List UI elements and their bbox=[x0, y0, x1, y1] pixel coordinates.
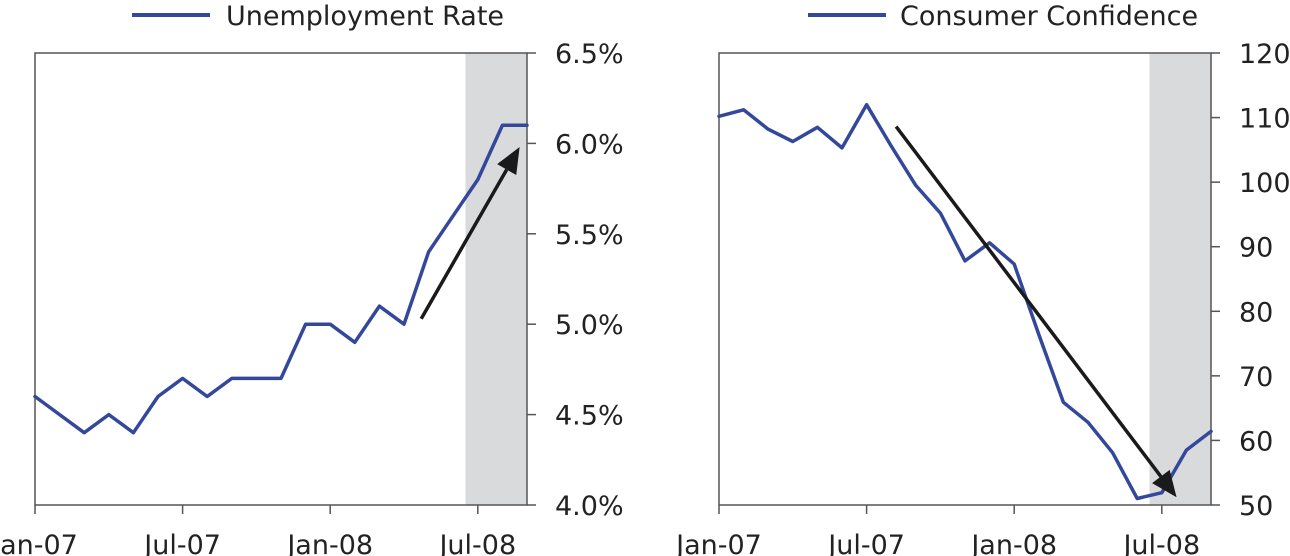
data-point bbox=[1185, 448, 1188, 452]
chart-2: 50 60 70 80 90 100 110 120 Jan-07 Jul-07 Jan-08 Jul… bbox=[674, 1, 1290, 556]
shaded-region bbox=[1149, 53, 1211, 505]
y-tick-label: 6.0% bbox=[555, 129, 624, 160]
y-tick-label: 50 bbox=[1239, 491, 1273, 522]
chart-1: 4.0% 4.5% 5.0% 5.5% 6.0% 6.5% Jan-07 Jul-07 Jan-… bbox=[0, 1, 624, 556]
trend-arrow-line bbox=[419, 168, 509, 320]
data-point bbox=[865, 103, 868, 106]
data-point bbox=[58, 413, 61, 416]
data-point bbox=[1160, 491, 1164, 494]
legend-label: Consumer Confidence bbox=[900, 1, 1198, 32]
data-point bbox=[476, 178, 479, 181]
data-point bbox=[1013, 262, 1016, 266]
data-point bbox=[890, 144, 893, 148]
data-point bbox=[279, 377, 283, 380]
plot-frame bbox=[34, 52, 528, 506]
data-point bbox=[206, 395, 209, 398]
data-point bbox=[816, 126, 819, 129]
data-point bbox=[304, 323, 307, 326]
data-point bbox=[427, 250, 430, 254]
legend-label: Unemployment Rate bbox=[226, 1, 504, 32]
data-point bbox=[132, 431, 135, 434]
y-tick-label: 110 bbox=[1239, 104, 1290, 135]
data-point bbox=[83, 431, 86, 434]
x-tick-label: Jan-08 bbox=[969, 530, 1057, 556]
data-point bbox=[1062, 401, 1065, 404]
data-point bbox=[963, 259, 967, 263]
data-point bbox=[156, 395, 160, 398]
data-point bbox=[1037, 333, 1041, 336]
data-point bbox=[1086, 421, 1090, 424]
plot-frame bbox=[718, 52, 1212, 506]
data-point bbox=[353, 341, 356, 344]
y-tick-label: 4.5% bbox=[555, 401, 624, 432]
y-tick-label: 100 bbox=[1239, 168, 1290, 199]
data-point bbox=[230, 377, 233, 380]
data-point bbox=[988, 241, 991, 245]
trend-arrow-head bbox=[1152, 469, 1177, 498]
data-point bbox=[107, 413, 111, 416]
data-point bbox=[1111, 451, 1114, 454]
data-point bbox=[33, 395, 37, 398]
x-tick-label: Jul-07 bbox=[142, 530, 221, 556]
x-tick-label: Jan-07 bbox=[674, 530, 762, 556]
data-point bbox=[501, 124, 504, 127]
x-tick-label: Jan-08 bbox=[285, 530, 373, 556]
data-point bbox=[914, 184, 917, 187]
series-line bbox=[717, 102, 1213, 501]
y-tick-label: 60 bbox=[1239, 426, 1273, 457]
x-tick-label: Jul-07 bbox=[826, 530, 905, 556]
data-point bbox=[452, 214, 455, 217]
data-point bbox=[181, 377, 184, 380]
data-point bbox=[1136, 497, 1139, 500]
data-point bbox=[1209, 430, 1213, 433]
series-line bbox=[33, 123, 529, 435]
y-tick-label: 5.5% bbox=[555, 220, 624, 251]
x-tick-label: Jan-07 bbox=[0, 530, 78, 556]
data-point bbox=[525, 124, 529, 127]
data-point bbox=[767, 127, 770, 131]
x-tick-label: Jul-08 bbox=[1121, 530, 1200, 556]
y-tick-label: 4.0% bbox=[555, 491, 624, 522]
y-tick-label: 70 bbox=[1239, 362, 1273, 393]
y-tick-label: 90 bbox=[1239, 233, 1273, 264]
trend-arrow-line bbox=[894, 125, 1163, 478]
data-point bbox=[717, 115, 721, 118]
data-point bbox=[742, 108, 745, 112]
data-point bbox=[840, 146, 844, 150]
y-tick-label: 5.0% bbox=[555, 310, 624, 341]
shaded-region bbox=[465, 53, 527, 505]
data-point bbox=[791, 140, 794, 143]
data-point bbox=[939, 211, 942, 215]
y-tick-label: 6.5% bbox=[555, 39, 624, 70]
trend-arrow-head bbox=[497, 147, 520, 176]
x-tick-label: Jul-08 bbox=[437, 530, 516, 556]
y-tick-label: 120 bbox=[1239, 39, 1290, 70]
data-point bbox=[329, 323, 332, 326]
data-point bbox=[255, 377, 258, 380]
y-tick-label: 80 bbox=[1239, 297, 1273, 328]
data-point bbox=[402, 323, 406, 326]
data-point bbox=[378, 304, 381, 308]
